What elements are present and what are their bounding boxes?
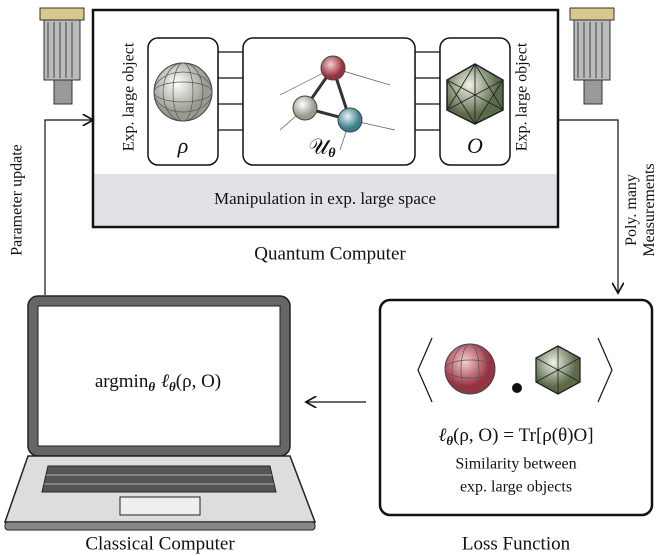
unitary-symbol: 𝒰 (308, 134, 331, 159)
loss-description: Similarity between (455, 456, 576, 473)
band (94, 174, 557, 226)
formula-part: argmin (95, 371, 149, 392)
measure-line: Measurements (641, 163, 658, 256)
sphere-icon (153, 62, 213, 122)
rho: ρ (177, 133, 189, 158)
formula-part: (ρ, O) (176, 371, 221, 392)
formula-sub: θ (148, 379, 155, 394)
loss-caption: Loss Function (462, 533, 571, 554)
quantum-caption: Quantum Computer (254, 243, 406, 264)
update-arrow (44, 120, 92, 295)
right-label: Exp. large object (514, 42, 531, 151)
measure-line: Poly. many (623, 174, 640, 246)
unitary-subscript: θ (328, 146, 336, 161)
classical-caption: Classical Computer (85, 533, 235, 554)
measure-label: Poly. manyMeasurements (623, 163, 658, 256)
observable: O (467, 133, 483, 158)
comma (512, 383, 522, 393)
laptop (3, 295, 317, 531)
qubit-chip (39, 7, 85, 105)
polytope-icon (535, 345, 581, 395)
update-label: Parameter update (9, 144, 26, 256)
argmin-formula: argminθ ℓθ(ρ, O) (95, 371, 221, 394)
qubit-chip (569, 7, 615, 105)
unitary: 𝒰θ (308, 134, 336, 161)
formula-part: ℓ (438, 425, 446, 446)
bracket (417, 337, 613, 403)
polytope-icon (446, 63, 504, 125)
loss-formula: ℓθ(ρ, O) = Tr[ρ(θ)O] (438, 425, 593, 448)
network-icon (279, 55, 396, 151)
measure-arrow (558, 119, 618, 292)
formula-sub: θ (446, 433, 453, 448)
loss-box (378, 298, 654, 517)
formula-part: (ρ, O) = Tr[ρ(θ)O] (453, 425, 593, 446)
formula-sub: θ (169, 379, 176, 394)
loss-description: exp. large objects (460, 479, 572, 496)
band-label: Manipulation in exp. large space (214, 189, 436, 208)
left-label: Exp. large object (121, 42, 138, 151)
connector (414, 51, 441, 131)
formula-part: ℓ (161, 371, 169, 392)
unitary-box (242, 37, 416, 166)
connector (217, 51, 244, 131)
sphere-icon (444, 343, 496, 395)
